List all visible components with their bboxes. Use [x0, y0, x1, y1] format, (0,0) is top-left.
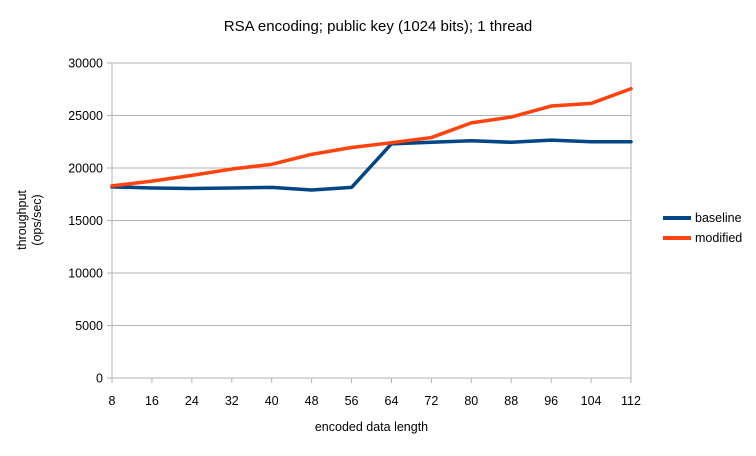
y-tick-label: 10000	[68, 267, 103, 281]
x-tick-label: 88	[504, 394, 518, 408]
y-axis-title-line1: throughput	[15, 190, 29, 250]
chart-title: RSA encoding; public key (1024 bits); 1 …	[223, 18, 533, 35]
x-tick-label: 16	[145, 394, 159, 408]
y-tick-label: 25000	[68, 109, 103, 123]
x-tick-label: 24	[185, 394, 199, 408]
modified-line-swatch	[663, 236, 691, 240]
x-tick-label: 80	[464, 394, 478, 408]
series-modified-line	[110, 86, 633, 188]
x-tick-label: 56	[345, 394, 359, 408]
y-tick-label: 15000	[68, 214, 103, 228]
x-tick-label: 64	[385, 394, 399, 408]
y-tick-label: 5000	[75, 319, 103, 333]
legend-label-baseline: baseline	[695, 210, 742, 225]
series-baseline-line	[110, 138, 633, 192]
x-tick-label: 96	[544, 394, 558, 408]
y-tick-label: 30000	[68, 57, 103, 71]
y-tick-label: 0	[96, 372, 103, 386]
x-tick-label: 112	[621, 394, 641, 408]
x-axis-title: encoded data length	[314, 420, 429, 434]
x-tick-label: 40	[265, 394, 279, 408]
x-tick-label: 104	[581, 394, 602, 408]
legend: baseline modified	[663, 208, 742, 248]
x-tick-label: 32	[225, 394, 239, 408]
legend-entry-modified: modified	[663, 228, 742, 248]
legend-label-modified: modified	[695, 230, 743, 245]
legend-entry-baseline: baseline	[663, 208, 742, 228]
x-tick-label: 72	[424, 394, 438, 408]
baseline-line-swatch	[663, 216, 691, 220]
y-axis-title-line2: (ops/sec)	[30, 194, 44, 246]
y-axis-title: throughput (ops/sec)	[15, 190, 45, 250]
y-tick-label: 20000	[68, 162, 103, 176]
x-tick-label: 8	[109, 394, 116, 408]
x-tick-label: 48	[305, 394, 319, 408]
